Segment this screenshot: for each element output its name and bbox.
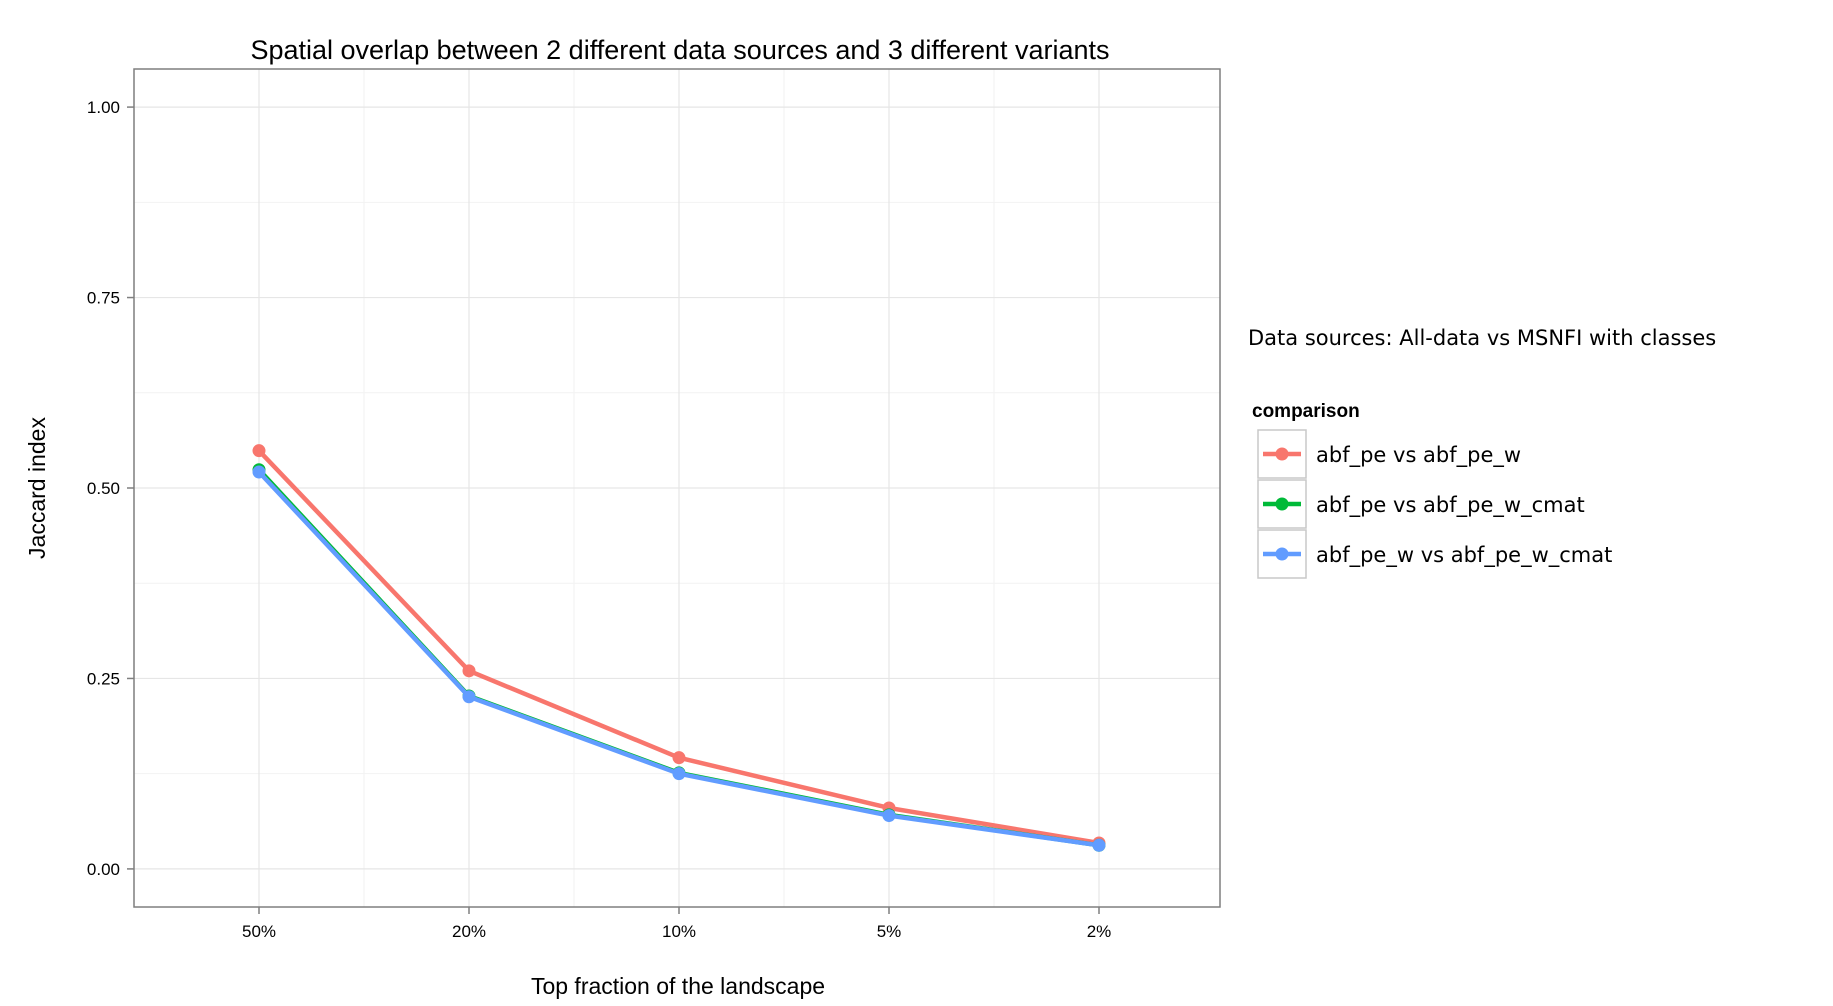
data-sources-annotation: Data sources: All-data vs MSNFI with cla… [1248,326,1716,350]
x-tick-label: 5% [877,922,902,941]
x-tick-label: 50% [242,922,276,941]
legend-item: abf_pe vs abf_pe_w_cmat [1257,479,1585,529]
y-axis: 0.00 0.25 0.50 0.75 1.00 [87,98,134,879]
legend-label: abf_pe vs abf_pe_w [1316,443,1521,468]
y-tick-label: 0.00 [87,860,120,879]
chart-title: Spatial overlap between 2 different data… [250,35,1109,65]
data-point [672,767,686,781]
data-point [462,690,476,704]
data-point [252,465,266,479]
legend-label: abf_pe vs abf_pe_w_cmat [1316,493,1585,518]
legend-key-point [1275,547,1289,561]
data-point [462,664,476,678]
series-3 [252,465,1106,852]
legend-item: abf_pe_w vs abf_pe_w_cmat [1257,529,1612,579]
x-axis-title: Top fraction of the landscape [531,973,825,999]
data-point [882,809,896,823]
x-tick-label: 2% [1087,922,1112,941]
legend-item: abf_pe vs abf_pe_w [1257,429,1521,479]
x-axis: 50% 20% 10% 5% 2% [242,907,1111,941]
grid-lines [134,69,1220,907]
legend-key-point [1275,447,1289,461]
series-group [252,444,1106,852]
y-axis-title: Jaccard index [24,417,50,559]
x-tick-label: 10% [662,922,696,941]
data-point [252,444,266,458]
legend-title: comparison [1252,401,1360,422]
data-point [1092,838,1106,852]
data-point [672,751,686,765]
y-tick-label: 0.50 [87,479,120,498]
y-tick-label: 1.00 [87,98,120,117]
x-tick-label: 20% [452,922,486,941]
y-tick-label: 0.75 [87,289,120,308]
legend: comparison abf_pe vs abf_pe_w abf_pe vs a… [1252,401,1612,579]
legend-key-point [1275,497,1289,511]
y-tick-label: 0.25 [87,669,120,688]
legend-label: abf_pe_w vs abf_pe_w_cmat [1316,543,1612,568]
